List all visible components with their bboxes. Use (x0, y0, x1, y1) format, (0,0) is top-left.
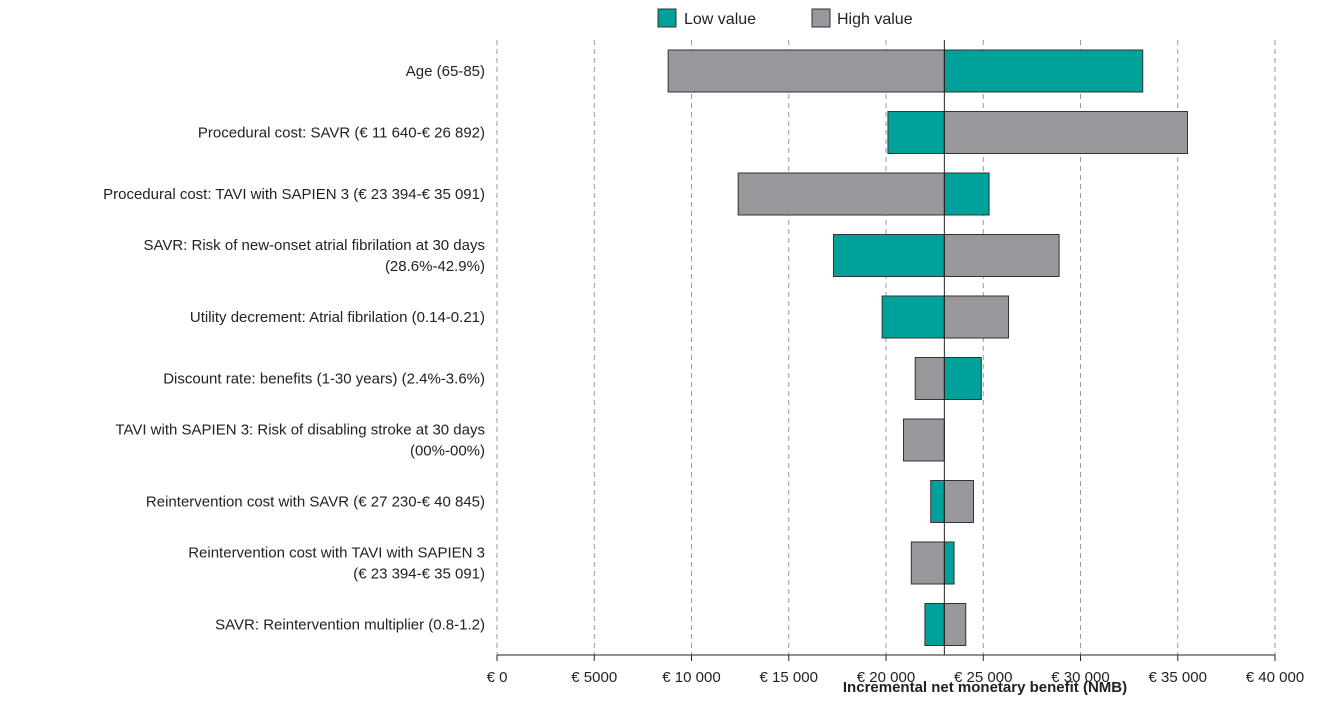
bar-low-value (881, 295, 945, 339)
bar-low-value (943, 172, 990, 216)
bar-high-value (914, 357, 945, 400)
category-label: Age (65-85) (406, 63, 485, 80)
bar-high-value (943, 295, 1010, 339)
x-tick-label: € 40 000 (1246, 669, 1304, 686)
category-label: Reintervention cost with SAVR (€ 27 230-… (146, 494, 485, 511)
bar-low-value (887, 111, 945, 154)
x-tick-label: € 10 000 (662, 669, 720, 686)
bar-low-value (943, 49, 1144, 93)
bar-low-value (943, 357, 982, 400)
x-tick-label: € 25 000 (954, 669, 1012, 686)
category-label: (00%-00%) (410, 443, 485, 460)
bar-high-value (910, 541, 945, 585)
x-tick-label: € 30 000 (1051, 669, 1109, 686)
x-tick-label: € 0 (487, 669, 508, 686)
category-label: TAVI with SAPIEN 3: Risk of disabling st… (115, 422, 485, 439)
bar-high-value (737, 172, 945, 216)
legend-swatch-high (811, 8, 831, 28)
category-label: SAVR: Risk of new-onset atrial fibrilati… (143, 237, 485, 254)
legend-label-low: Low value (684, 11, 756, 28)
legend-swatch-low (657, 8, 677, 28)
category-label: Utility decrement: Atrial fibrilation (0… (190, 309, 485, 326)
bar-high-value (667, 49, 945, 93)
x-tick-label: € 35 000 (1149, 669, 1207, 686)
bar-low-value (924, 603, 945, 646)
category-label: (28.6%-42.9%) (385, 258, 485, 275)
category-label: Procedural cost: TAVI with SAPIEN 3 (€ 2… (103, 186, 485, 203)
bar-high-value (943, 603, 967, 646)
x-axis: € 0 € 5000 € 10 000 € 15 000 € 20 000 € 25 00… (487, 654, 1304, 686)
bar-low-value (832, 234, 945, 277)
bar-high-value (943, 111, 1188, 154)
bar-low-value (943, 541, 955, 585)
bar-low-value (930, 480, 945, 523)
legend-label-high: High value (837, 11, 913, 28)
x-tick-label: € 15 000 (760, 669, 818, 686)
bars (667, 40, 1188, 655)
category-label: (€ 23 394-€ 35 091) (353, 566, 485, 583)
bar-high-value (903, 418, 945, 462)
category-label: Discount rate: benefits (1-30 years) (2.… (163, 371, 485, 388)
bar-high-value (943, 234, 1060, 277)
category-label: SAVR: Reintervention multiplier (0.8-1.2… (215, 617, 485, 634)
bar-high-value (943, 480, 975, 523)
x-tick-label: € 20 000 (857, 669, 915, 686)
category-label: Reintervention cost with TAVI with SAPIE… (188, 545, 485, 562)
category-labels: Age (65-85) Procedural cost: SAVR (€ 11 6… (103, 63, 485, 634)
x-tick-label: € 5000 (571, 669, 617, 686)
category-label: Procedural cost: SAVR (€ 11 640-€ 26 892… (198, 125, 485, 142)
x-axis-title: Incremental net monetary benefit (NMB) (843, 679, 1127, 696)
legend: Low value High value (657, 8, 913, 28)
